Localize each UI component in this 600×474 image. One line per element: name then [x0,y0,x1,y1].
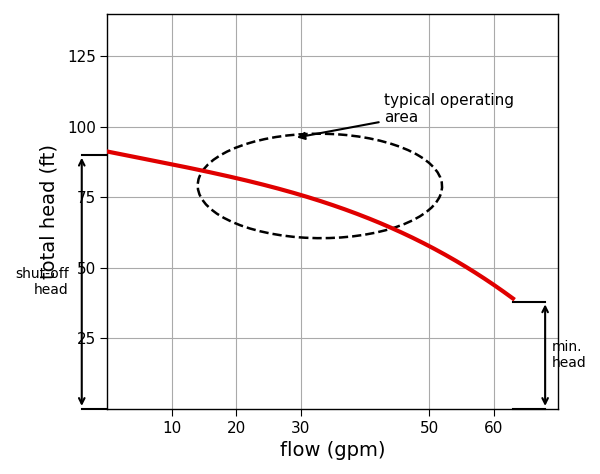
X-axis label: flow (gpm): flow (gpm) [280,441,386,460]
Text: min.
head: min. head [551,340,586,370]
Text: shut-off
head: shut-off head [15,267,69,297]
Text: total head (ft): total head (ft) [40,144,58,279]
Text: typical operating
area: typical operating area [299,93,514,139]
